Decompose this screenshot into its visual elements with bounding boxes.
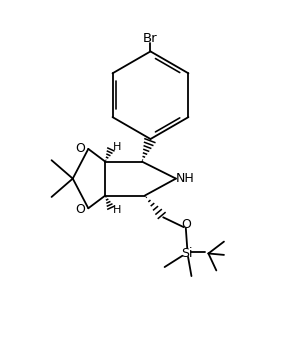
Text: Si: Si xyxy=(181,247,193,260)
Text: O: O xyxy=(76,203,85,216)
Text: O: O xyxy=(76,141,85,154)
Text: H: H xyxy=(112,143,121,153)
Text: Br: Br xyxy=(143,32,158,45)
Text: NH: NH xyxy=(176,171,195,185)
Text: O: O xyxy=(181,218,191,231)
Text: H: H xyxy=(112,205,121,215)
